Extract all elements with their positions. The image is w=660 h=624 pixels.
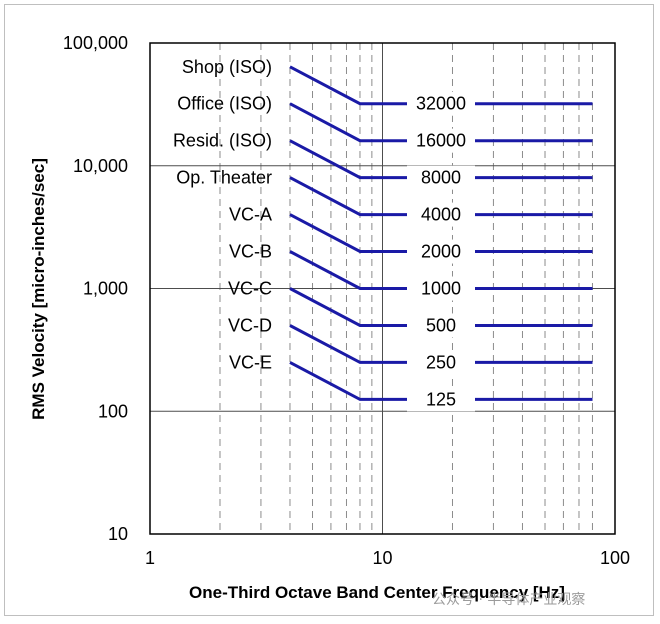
y-tick-label: 1,000	[83, 279, 128, 299]
series-line	[289, 324, 593, 364]
x-axis-title: One-Third Octave Band Center Frequency […	[189, 583, 565, 602]
series-name-label: Resid. (ISO)	[173, 131, 272, 151]
series-value-label: 4000	[421, 205, 461, 225]
series-name-label: Office (ISO)	[177, 94, 272, 114]
series-layer	[289, 65, 593, 401]
series-line	[289, 361, 593, 401]
plot-border	[149, 42, 616, 535]
y-tick-label: 100	[98, 401, 128, 421]
series-line	[289, 102, 593, 143]
chart-frame	[4, 4, 654, 616]
series-value-label: 500	[426, 315, 456, 335]
series-line	[289, 250, 593, 290]
series-name-label: VC-E	[229, 352, 272, 372]
watermark: 公众号 · 半导体产业观察	[432, 591, 585, 608]
y-axis-title: RMS Velocity [micro-inches/sec]	[29, 158, 48, 420]
x-tick-label: 10	[372, 548, 392, 568]
value-label-background	[407, 165, 475, 190]
series-name-label: Shop (ISO)	[182, 57, 272, 77]
series-value-label: 32000	[416, 94, 466, 114]
series-line	[289, 287, 593, 327]
value-label-background	[407, 313, 475, 338]
series-line	[289, 65, 593, 106]
series-line	[289, 213, 593, 253]
value-label-background	[407, 387, 475, 412]
series-line	[289, 139, 593, 180]
series-value-label: 2000	[421, 242, 461, 262]
value-label-background	[407, 91, 475, 116]
y-tick-label: 10	[108, 524, 128, 544]
series-name-label: VC-D	[228, 315, 272, 335]
value-label-background	[407, 128, 475, 153]
y-tick-label: 10,000	[73, 156, 128, 176]
series-line	[289, 176, 593, 217]
series-value-label: 125	[426, 389, 456, 409]
axis-layer: 1 10 100 10 100 1,000 10,000 100,000	[63, 33, 630, 568]
value-label-background	[407, 239, 475, 264]
series-value-label: 250	[426, 352, 456, 372]
value-label-background	[407, 350, 475, 375]
series-name-label: Op. Theater	[176, 168, 272, 188]
x-tick-label: 1	[145, 548, 155, 568]
series-name-label: VC-C	[228, 279, 272, 299]
series-value-label: 8000	[421, 168, 461, 188]
series-value-label: 1000	[421, 279, 461, 299]
value-label-background	[407, 202, 475, 227]
series-name-label: VC-A	[229, 205, 272, 225]
series-value-label: 16000	[416, 131, 466, 151]
label-layer: Shop (ISO) 32000 Office (ISO) 16000 Resid. (…	[173, 57, 475, 412]
y-tick-label: 100,000	[63, 33, 128, 53]
x-tick-label: 100	[600, 548, 630, 568]
value-label-background	[407, 276, 475, 301]
series-name-label: VC-B	[229, 242, 272, 262]
